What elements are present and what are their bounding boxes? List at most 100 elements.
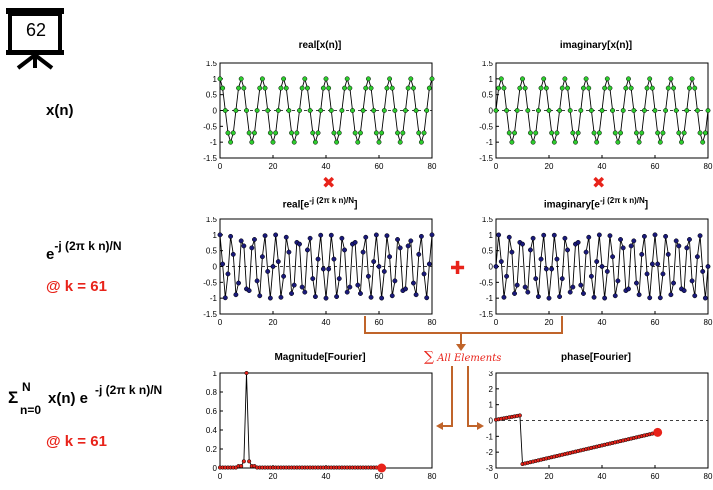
data-point bbox=[583, 76, 589, 82]
data-point bbox=[241, 85, 247, 91]
data-point bbox=[379, 130, 385, 136]
data-point bbox=[591, 130, 597, 136]
data-point bbox=[506, 130, 512, 136]
data-point bbox=[702, 295, 708, 301]
data-point bbox=[239, 464, 244, 469]
sum-body: x(n) e bbox=[48, 390, 89, 407]
data-point bbox=[395, 237, 401, 242]
y-tick-label: 0 bbox=[489, 417, 494, 426]
data-point bbox=[395, 130, 401, 136]
data-point bbox=[411, 85, 416, 91]
chart-imag_e: 1.510.50-0.5-1-1.50 20 40 60 80 bbox=[479, 217, 713, 327]
data-point bbox=[562, 235, 568, 241]
data-point bbox=[599, 108, 605, 113]
data-point bbox=[498, 259, 504, 264]
data-point bbox=[641, 233, 647, 239]
data-point bbox=[429, 76, 435, 82]
data-point bbox=[278, 294, 284, 300]
data-point bbox=[509, 249, 515, 255]
chart-mag: 1 0.8 0.6 0.4 0.2 00 20 40 60 80 bbox=[206, 371, 437, 481]
data-point bbox=[328, 232, 334, 238]
x-tick-label: 60 bbox=[651, 162, 660, 171]
data-point bbox=[336, 276, 342, 282]
plot-frame bbox=[219, 372, 433, 469]
data-point bbox=[496, 85, 502, 91]
data-point bbox=[554, 130, 560, 136]
data-point bbox=[262, 233, 268, 239]
data-point bbox=[381, 269, 387, 274]
data-point bbox=[342, 85, 348, 91]
data-point bbox=[705, 108, 711, 113]
data-point bbox=[676, 243, 682, 249]
data-point bbox=[525, 108, 531, 113]
y-tick-label: 1 bbox=[489, 401, 494, 410]
data-point bbox=[626, 286, 631, 292]
data-point bbox=[381, 108, 387, 113]
data-point bbox=[247, 459, 252, 464]
data-point bbox=[530, 235, 536, 241]
data-point bbox=[522, 284, 528, 290]
data-point bbox=[289, 291, 295, 296]
data-point bbox=[220, 85, 226, 91]
chart-title-text: imaginary[x(n)] bbox=[559, 40, 633, 51]
data-point bbox=[673, 108, 679, 113]
data-point bbox=[315, 256, 321, 262]
data-point bbox=[634, 280, 639, 286]
data-point bbox=[392, 108, 398, 113]
data-point bbox=[607, 233, 613, 239]
data-point bbox=[543, 266, 549, 272]
data-point bbox=[331, 256, 337, 262]
data-point bbox=[222, 295, 228, 301]
data-point bbox=[373, 130, 379, 136]
y-tick-label: -1 bbox=[210, 294, 218, 303]
data-point bbox=[387, 254, 393, 260]
x-tick-label: 20 bbox=[269, 162, 278, 171]
data-point bbox=[289, 130, 295, 136]
data-point bbox=[320, 85, 326, 91]
data-point bbox=[302, 76, 308, 82]
data-point bbox=[286, 108, 292, 113]
data-point bbox=[307, 108, 313, 113]
data-point bbox=[347, 284, 353, 290]
data-point bbox=[522, 85, 528, 91]
data-point bbox=[652, 232, 658, 238]
data-point bbox=[684, 245, 690, 251]
data-point bbox=[607, 85, 613, 91]
data-point bbox=[291, 139, 297, 145]
y-tick-label: 0.5 bbox=[206, 247, 218, 256]
data-point bbox=[305, 247, 310, 253]
data-point bbox=[233, 292, 239, 298]
data-point bbox=[644, 85, 650, 91]
data-point bbox=[350, 108, 355, 113]
data-point bbox=[626, 76, 631, 82]
data-point bbox=[299, 85, 305, 91]
data-point bbox=[493, 108, 499, 113]
data-point bbox=[620, 245, 626, 251]
data-point bbox=[541, 76, 547, 82]
data-point bbox=[594, 139, 600, 145]
y-tick-label: 0.6 bbox=[206, 407, 218, 416]
data-point bbox=[618, 237, 624, 242]
data-point bbox=[265, 269, 271, 274]
chart-real_e: 1.510.50-0.5-1-1.50 20 40 60 80 bbox=[203, 217, 437, 327]
data-point bbox=[676, 130, 682, 136]
data-point bbox=[541, 232, 547, 238]
data-point bbox=[599, 264, 605, 269]
data-point bbox=[355, 282, 361, 288]
y-tick-label: 0.8 bbox=[206, 388, 218, 397]
data-point bbox=[246, 130, 252, 136]
data-point bbox=[384, 85, 390, 91]
data-point bbox=[702, 130, 708, 136]
data-point bbox=[283, 85, 289, 91]
data-point bbox=[493, 264, 499, 269]
data-point bbox=[352, 130, 358, 136]
data-point bbox=[639, 130, 645, 136]
y-tick-label: 0.5 bbox=[482, 91, 494, 100]
data-point bbox=[307, 235, 313, 241]
y-tick-label: 0 bbox=[213, 263, 218, 272]
data-point bbox=[416, 130, 422, 136]
data-point bbox=[506, 234, 512, 240]
data-point bbox=[596, 130, 602, 136]
data-point bbox=[517, 85, 523, 91]
